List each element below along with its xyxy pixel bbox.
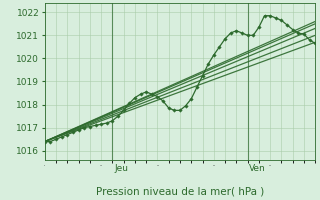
Text: Jeu: Jeu [114,164,128,173]
Text: Ven: Ven [249,164,266,173]
X-axis label: Pression niveau de la mer( hPa ): Pression niveau de la mer( hPa ) [96,187,264,197]
